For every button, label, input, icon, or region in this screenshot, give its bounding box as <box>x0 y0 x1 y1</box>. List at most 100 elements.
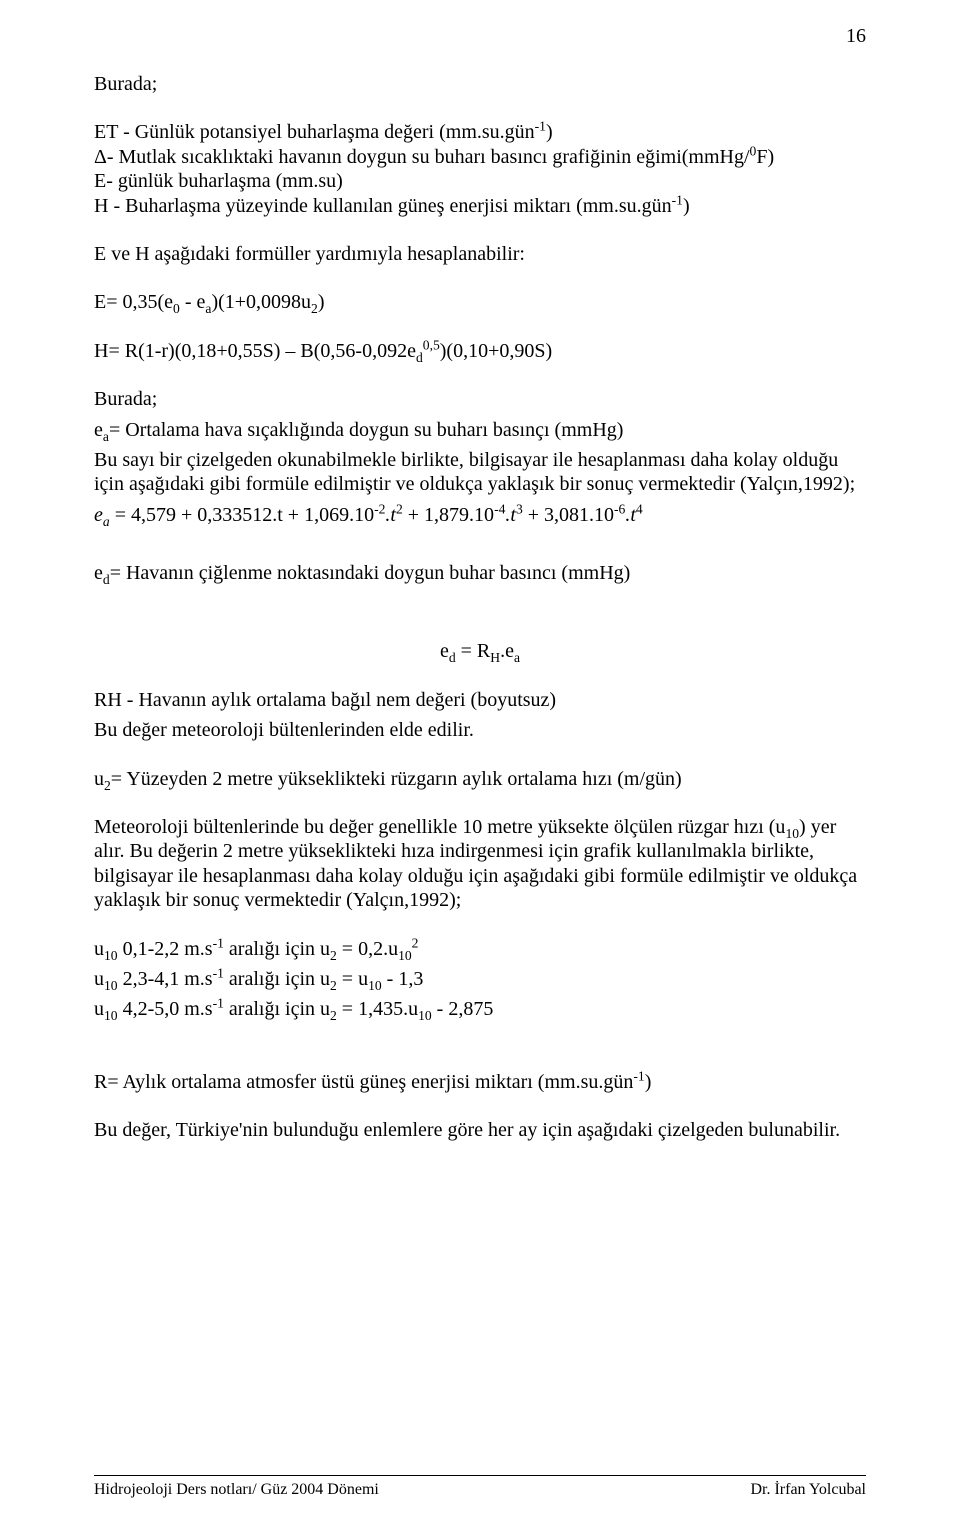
text: 0,1-2,2 m.s <box>118 938 213 960</box>
text: e <box>94 419 103 441</box>
page-content: Burada; ET - Günlük potansiyel buharlaşm… <box>94 72 866 1143</box>
paragraph: Burada; <box>94 72 866 96</box>
text: - e <box>180 291 206 313</box>
text: R= Aylık ortalama atmosfer üstü güneş en… <box>94 1071 633 1093</box>
subscript: 10 <box>418 1008 432 1023</box>
subscript: 10 <box>368 978 382 993</box>
subscript: a <box>514 650 520 665</box>
equation-line: u10 0,1-2,2 m.s-1 aralığı için u2 = 0,2.… <box>94 937 866 961</box>
superscript: 2 <box>396 501 403 516</box>
text: = 0,2.u <box>337 938 398 960</box>
subscript: 2 <box>330 948 337 963</box>
subscript: a <box>103 514 110 529</box>
text: e <box>94 504 103 526</box>
equation-line: u10 2,3-4,1 m.s-1 aralığı için u2 = u10 … <box>94 967 866 991</box>
page: 16 Burada; ET - Günlük potansiyel buharl… <box>0 0 960 1528</box>
text: )(1+0,0098u <box>211 291 311 313</box>
equation: H= R(1-r)(0,18+0,55S) – B(0,56-0,092ed0,… <box>94 339 866 363</box>
footer-left: Hidrojeoloji Ders notları/ Güz 2004 Döne… <box>94 1480 379 1500</box>
text: .e <box>500 640 514 662</box>
paragraph: E ve H aşağıdaki formüller yardımıyla he… <box>94 242 866 266</box>
text: + 3,081.10 <box>523 504 614 526</box>
equation: E= 0,35(e0 - ea)(1+0,0098u2) <box>94 290 866 314</box>
text: H - Buharlaşma yüzeyinde kullanılan güne… <box>94 195 672 217</box>
paragraph: ea= Ortalama hava sıçaklığında doygun su… <box>94 418 866 442</box>
text: .t <box>385 504 396 526</box>
superscript: 0,5 <box>423 337 440 352</box>
subscript: d <box>103 572 110 587</box>
paragraph: Bu sayı bir çizelgeden okunabilmekle bir… <box>94 448 866 497</box>
paragraph: ET - Günlük potansiyel buharlaşma değeri… <box>94 120 866 218</box>
text: e <box>440 640 449 662</box>
text: ET - Günlük potansiyel buharlaşma değeri… <box>94 121 535 143</box>
text: - 1,3 <box>382 968 424 990</box>
text: E- günlük buharlaşma (mm.su) <box>94 170 343 192</box>
subscript: d <box>449 650 456 665</box>
text: aralığı için u <box>224 998 330 1020</box>
subscript: 10 <box>104 1008 118 1023</box>
superscript: -6 <box>614 501 625 516</box>
equation: ed = RH.ea <box>94 639 866 663</box>
equation-polynomial: ea = 4,579 + 0,333512.t + 1,069.10-2.t2 … <box>94 503 866 527</box>
text: Δ- Mutlak sıcaklıktaki havanın doygun su… <box>94 146 750 168</box>
paragraph: Burada; <box>94 387 866 411</box>
text: u <box>94 938 104 960</box>
text: E= 0,35(e <box>94 291 173 313</box>
superscript: 3 <box>516 501 523 516</box>
page-number: 16 <box>846 24 866 48</box>
subscript: 10 <box>398 948 412 963</box>
paragraph: RH - Havanın aylık ortalama bağıl nem de… <box>94 688 866 712</box>
text: + 1,879.10 <box>403 504 494 526</box>
superscript: -1 <box>213 996 224 1011</box>
equation-line: u10 4,2-5,0 m.s-1 aralığı için u2 = 1,43… <box>94 997 866 1021</box>
paragraph: Bu değer, Türkiye'nin bulunduğu enlemler… <box>94 1118 866 1142</box>
paragraph: R= Aylık ortalama atmosfer üstü güneş en… <box>94 1070 866 1094</box>
text: 2,3-4,1 m.s <box>118 968 213 990</box>
paragraph: Bu değer meteoroloji bültenlerinden elde… <box>94 718 866 742</box>
paragraph: Meteoroloji bültenlerinde bu değer genel… <box>94 815 866 913</box>
text: u <box>94 968 104 990</box>
text: Meteoroloji bültenlerinde bu değer genel… <box>94 816 785 838</box>
text: .t <box>625 504 636 526</box>
superscript: -1 <box>672 192 683 207</box>
subscript: 2 <box>311 301 318 316</box>
subscript: d <box>416 350 423 365</box>
superscript: -2 <box>374 501 385 516</box>
superscript: -4 <box>494 501 505 516</box>
text: = Havanın çiğlenme noktasındaki doygun b… <box>110 562 631 584</box>
text: ) <box>318 291 325 313</box>
page-footer: Hidrojeoloji Ders notları/ Güz 2004 Döne… <box>94 1475 866 1500</box>
text: = Ortalama hava sıçaklığında doygun su b… <box>109 419 623 441</box>
superscript: -1 <box>633 1068 644 1083</box>
subscript: 10 <box>104 948 118 963</box>
subscript: H <box>490 650 500 665</box>
text: aralığı için u <box>224 968 330 990</box>
paragraph: ed= Havanın çiğlenme noktasındaki doygun… <box>94 561 866 585</box>
subscript: 2 <box>104 778 111 793</box>
subscript: 10 <box>785 826 799 841</box>
subscript: 2 <box>330 1008 337 1023</box>
text: e <box>94 562 103 584</box>
text: aralığı için u <box>224 938 330 960</box>
superscript: 2 <box>412 935 419 950</box>
footer-right: Dr. İrfan Yolcubal <box>750 1480 866 1500</box>
text: = 4,579 + 0,333512.t + 1,069.10 <box>110 504 374 526</box>
subscript: 10 <box>104 978 118 993</box>
text: H= R(1-r)(0,18+0,55S) – B(0,56-0,092e <box>94 340 416 362</box>
text: .t <box>505 504 516 526</box>
text: ) <box>645 1071 652 1093</box>
subscript: 0 <box>173 301 180 316</box>
superscript: -1 <box>535 119 546 134</box>
text: ) <box>546 121 553 143</box>
text: )(0,10+0,90S) <box>440 340 552 362</box>
text: ) <box>683 195 690 217</box>
text: u <box>94 998 104 1020</box>
text: = u <box>337 968 368 990</box>
text: = 1,435.u <box>337 998 418 1020</box>
text: - 2,875 <box>432 998 494 1020</box>
superscript: 4 <box>636 501 643 516</box>
text: 4,2-5,0 m.s <box>118 998 213 1020</box>
subscript: 2 <box>330 978 337 993</box>
text: u <box>94 768 104 790</box>
text: = R <box>456 640 491 662</box>
